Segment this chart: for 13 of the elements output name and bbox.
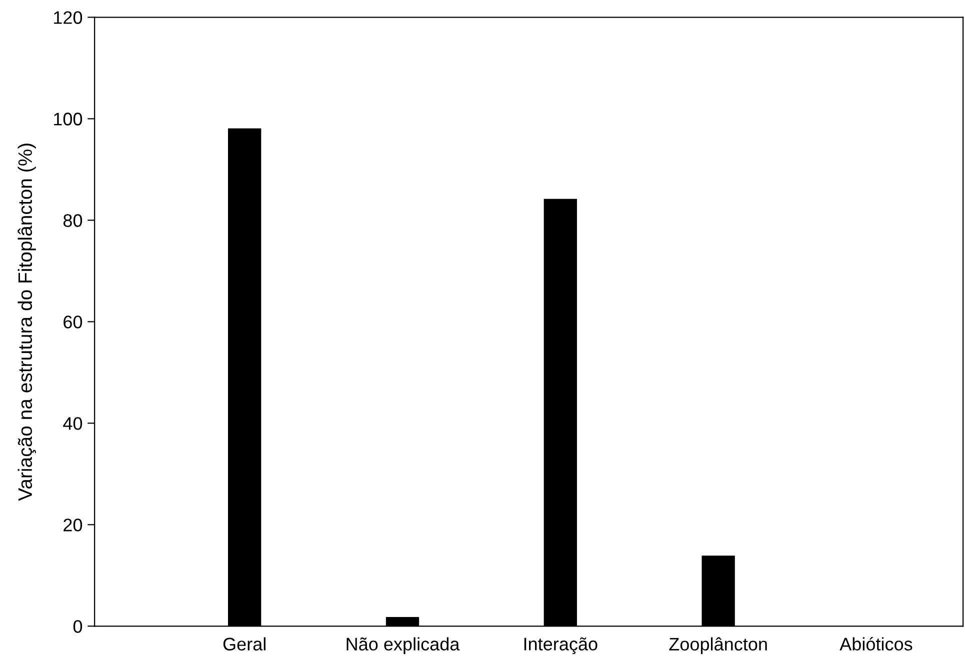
x-tick-label: Abióticos — [840, 637, 912, 651]
y-tick-label: 0 — [73, 620, 82, 633]
x-tick-label: Não explicada — [346, 637, 460, 654]
y-tick-label: 40 — [63, 417, 82, 430]
x-tick-label: Geral — [223, 637, 266, 651]
x-tick-label: Interação — [524, 637, 598, 654]
y-tick-label: 60 — [64, 316, 82, 328]
y-tick-label: 120 — [54, 11, 82, 24]
y-tick-label: 100 — [54, 112, 82, 126]
x-tick-label: Zooplâncton — [669, 637, 767, 654]
y-axis-title: Variação na estrutura do Fitoplâncton (%) — [18, 144, 36, 501]
y-tick-label: 80 — [63, 214, 82, 227]
y-tick-label: 20 — [64, 518, 82, 532]
